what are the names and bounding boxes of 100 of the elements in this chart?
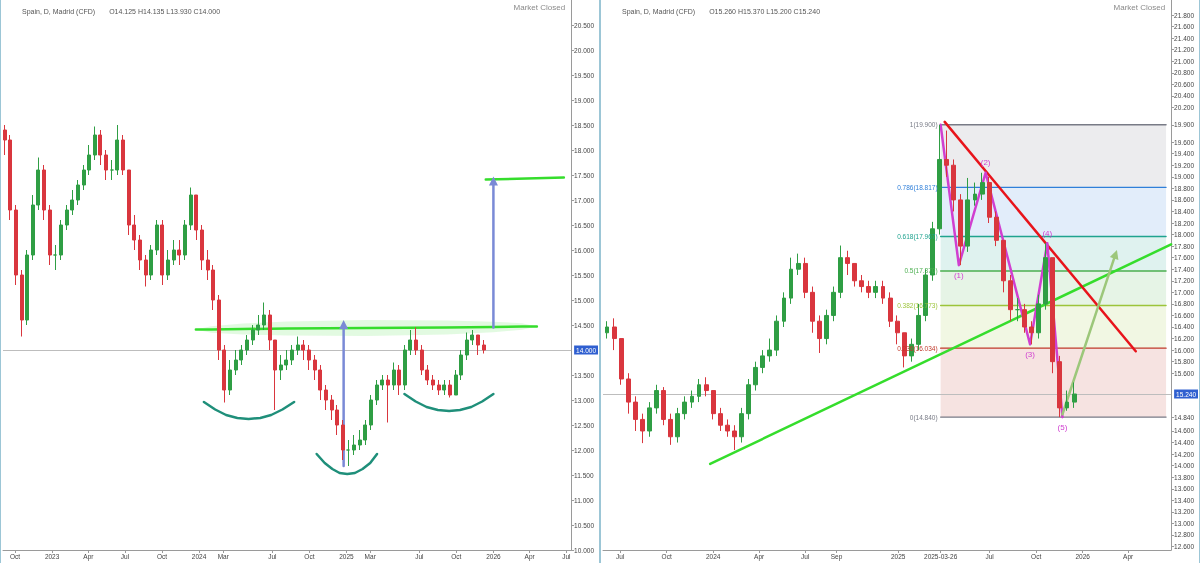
line-series bbox=[315, 452, 379, 476]
candlestick bbox=[307, 344, 311, 371]
candlestick bbox=[200, 224, 204, 271]
candlestick bbox=[414, 327, 418, 356]
candlestick bbox=[155, 219, 159, 256]
candlestick bbox=[704, 376, 709, 397]
candlestick bbox=[59, 219, 63, 261]
candlestick bbox=[796, 253, 801, 276]
candlestick bbox=[1001, 239, 1006, 293]
candlestick bbox=[633, 395, 638, 432]
candlestick bbox=[437, 379, 441, 396]
candlestick bbox=[965, 177, 970, 253]
candlestick bbox=[944, 130, 949, 178]
candlestick bbox=[824, 309, 829, 345]
candlestick bbox=[93, 126, 97, 161]
candlestick bbox=[732, 424, 737, 451]
candlestick bbox=[301, 339, 305, 361]
candlestick bbox=[774, 314, 779, 357]
annotation: (3) bbox=[1025, 349, 1036, 359]
candlestick bbox=[262, 302, 266, 331]
candlestick bbox=[482, 339, 486, 354]
candlestick bbox=[341, 419, 345, 461]
candlestick bbox=[973, 182, 977, 207]
candlestick bbox=[121, 134, 125, 176]
candlestick bbox=[245, 334, 249, 356]
candlestick bbox=[369, 394, 373, 431]
candlestick bbox=[817, 314, 822, 354]
candlestick bbox=[881, 280, 885, 305]
candlestick bbox=[25, 249, 29, 326]
candlestick bbox=[1029, 320, 1034, 345]
candlestick bbox=[612, 317, 617, 351]
candlestick bbox=[1057, 355, 1062, 418]
candlestick bbox=[476, 334, 480, 356]
candlestick bbox=[739, 407, 744, 444]
candlestick bbox=[296, 336, 300, 356]
candlestick bbox=[1022, 303, 1027, 334]
candlestick bbox=[183, 219, 187, 261]
candlestick bbox=[767, 338, 772, 363]
candlestick bbox=[104, 149, 108, 181]
candlestick bbox=[397, 364, 401, 396]
annotation: Market Closed bbox=[513, 2, 566, 12]
candlestick bbox=[951, 158, 956, 212]
candlestick bbox=[711, 390, 716, 420]
candlestick bbox=[838, 245, 843, 299]
candlestick bbox=[1072, 381, 1077, 409]
candlestick bbox=[845, 250, 850, 276]
candlestick bbox=[1065, 390, 1069, 412]
candlestick bbox=[290, 344, 294, 366]
candlestick bbox=[392, 362, 396, 391]
candlestick bbox=[194, 194, 198, 241]
candlestick bbox=[668, 413, 673, 446]
annotation: (1) bbox=[953, 270, 965, 280]
line-series bbox=[202, 400, 296, 421]
candlestick bbox=[177, 239, 181, 266]
candlestick bbox=[697, 378, 701, 403]
candlestick bbox=[14, 204, 18, 286]
annotation: (4) bbox=[1042, 228, 1053, 238]
candlestick bbox=[115, 124, 119, 176]
candlestick bbox=[888, 291, 893, 328]
candlestick bbox=[189, 187, 193, 231]
candlestick bbox=[718, 407, 723, 432]
candlestick bbox=[937, 124, 942, 236]
candlestick bbox=[42, 164, 46, 221]
candlestick bbox=[852, 262, 857, 288]
candlestick bbox=[994, 210, 999, 247]
candlestick bbox=[386, 374, 390, 423]
candlestick bbox=[682, 395, 687, 420]
candlestick bbox=[654, 384, 659, 415]
candlestick bbox=[431, 374, 435, 391]
candlestick bbox=[448, 379, 452, 398]
candlestick bbox=[725, 418, 730, 438]
annotation: (2) bbox=[980, 158, 991, 168]
annotation: Market Closed bbox=[1113, 2, 1166, 12]
candlestick bbox=[172, 239, 176, 266]
candlestick bbox=[859, 274, 864, 293]
candlestick bbox=[866, 280, 871, 299]
candlestick bbox=[760, 349, 765, 374]
candlestick bbox=[789, 257, 793, 305]
candlestick bbox=[746, 378, 751, 420]
candlestick bbox=[626, 372, 631, 415]
candlestick bbox=[690, 390, 694, 409]
candlestick bbox=[753, 361, 758, 392]
candlestick bbox=[980, 172, 985, 201]
candlestick bbox=[958, 193, 963, 266]
candlestick bbox=[138, 234, 142, 271]
candlestick bbox=[346, 439, 350, 467]
candlestick bbox=[166, 249, 170, 281]
candlestick bbox=[149, 244, 153, 281]
candlestick bbox=[324, 384, 328, 411]
candlestick bbox=[1008, 274, 1013, 322]
candlestick bbox=[782, 291, 786, 328]
candlestick bbox=[20, 269, 24, 337]
candlestick bbox=[228, 359, 232, 396]
candlestick bbox=[1036, 294, 1041, 340]
candlestick bbox=[675, 407, 680, 444]
candlestick bbox=[987, 176, 992, 224]
candlestick bbox=[1050, 257, 1055, 374]
candlestick bbox=[605, 320, 609, 340]
candlestick bbox=[442, 379, 446, 396]
candlestick bbox=[831, 286, 836, 322]
